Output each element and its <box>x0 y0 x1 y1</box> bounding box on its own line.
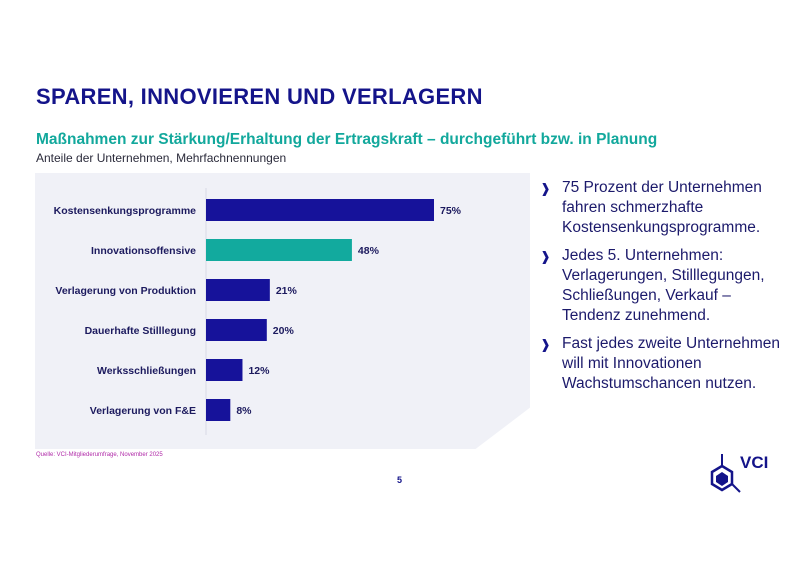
bar <box>206 399 231 421</box>
bullet-item: ❱ Jedes 5. Unternehmen: Verlagerungen, St… <box>540 246 790 326</box>
category-label: Innovationsoffensive <box>91 245 196 257</box>
chevron-icon: ❱ <box>540 181 551 196</box>
category-label: Dauerhafte Stilllegung <box>85 325 196 337</box>
slide-title: SPAREN, INNOVIEREN UND VERLAGERN <box>36 84 483 109</box>
chart-note: Anteile der Unternehmen, Mehrfachnennung… <box>36 151 287 165</box>
value-label: 48% <box>358 245 380 257</box>
category-label: Verlagerung von F&E <box>90 405 196 417</box>
bullet-text: 75 Prozent der Unternehmen fahren schmer… <box>562 179 762 236</box>
category-label: Kostensenkungsprogramme <box>54 205 197 217</box>
value-label: 8% <box>236 405 252 417</box>
source-note: Quelle: VCI-Mitgliederumfrage, November … <box>36 452 163 458</box>
value-label: 12% <box>248 365 270 377</box>
chevron-icon: ❱ <box>540 337 551 352</box>
bullet-text: Fast jedes zweite Unternehmen will mit I… <box>562 335 780 392</box>
bar <box>206 359 243 381</box>
value-label: 20% <box>273 325 295 337</box>
page-number: 5 <box>397 475 403 485</box>
bar <box>206 239 352 261</box>
bar-chart: Kostensenkungsprogramme 75% Innovationsoff… <box>54 188 462 435</box>
chart-subtitle: Maßnahmen zur Stärkung/Erhaltung der Ert… <box>36 131 658 148</box>
vci-logo-icon <box>710 454 741 493</box>
bar <box>206 199 434 221</box>
bullet-text: Jedes 5. Unternehmen: Verlagerungen, Sti… <box>562 247 765 324</box>
bar <box>206 279 270 301</box>
bullet-item: ❱ 75 Prozent der Unternehmen fahren schme… <box>540 178 790 238</box>
value-label: 21% <box>276 285 298 297</box>
category-label: Werksschließungen <box>97 365 196 377</box>
category-label: Verlagerung von Produktion <box>55 285 196 297</box>
key-points: ❱ 75 Prozent der Unternehmen fahren schme… <box>540 178 790 402</box>
logo-text: VCI <box>740 453 769 472</box>
bullet-item: ❱ Fast jedes zweite Unternehmen will mit … <box>540 334 790 394</box>
chevron-icon: ❱ <box>540 249 551 264</box>
value-label: 75% <box>440 205 462 217</box>
bar <box>206 319 267 341</box>
